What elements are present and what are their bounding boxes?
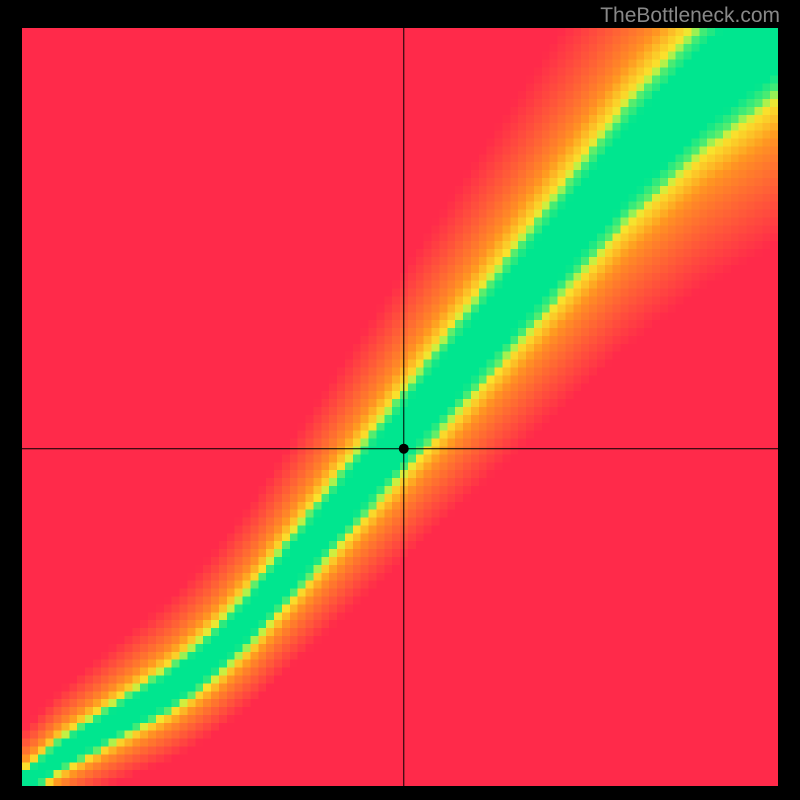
chart-container: TheBottleneck.com bbox=[0, 0, 800, 800]
watermark-text: TheBottleneck.com bbox=[600, 4, 780, 28]
bottleneck-heatmap bbox=[22, 28, 778, 786]
